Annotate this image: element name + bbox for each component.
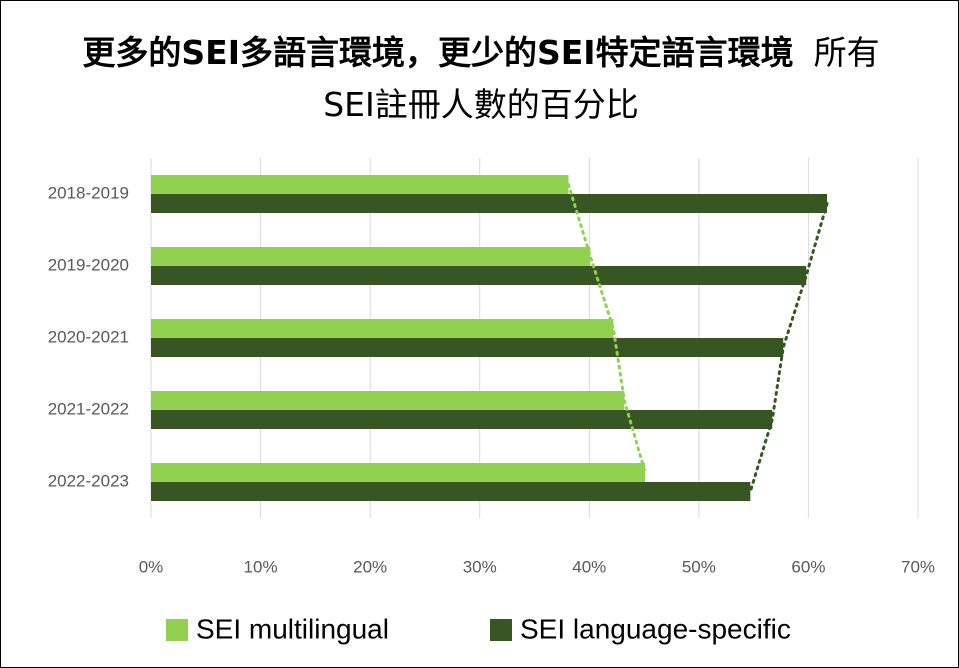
bar bbox=[151, 391, 625, 410]
x-tick-label: 60% bbox=[791, 557, 825, 576]
x-tick-label: 30% bbox=[463, 557, 497, 576]
chart-title: 更多的SEI多語言環境，更少的SEI特定語言環境 bbox=[82, 33, 794, 72]
bar bbox=[151, 194, 828, 213]
x-tick-label: 40% bbox=[572, 557, 606, 576]
chart-subtitle: 所有SEI註冊人數的百分比 bbox=[323, 33, 880, 124]
legend-swatch bbox=[490, 619, 512, 641]
trendline bbox=[748, 202, 829, 493]
y-tick-label: 2022-2023 bbox=[48, 471, 129, 490]
legend-label: SEI language-specific bbox=[520, 613, 791, 644]
y-tick-label: 2020-2021 bbox=[48, 327, 129, 346]
bar bbox=[151, 175, 569, 194]
y-tick-label: 2019-2020 bbox=[48, 255, 129, 274]
x-tick-label: 0% bbox=[139, 557, 164, 576]
x-tick-label: 20% bbox=[353, 557, 387, 576]
x-tick-label: 70% bbox=[901, 557, 935, 576]
trendline bbox=[566, 183, 647, 474]
x-tick-label: 50% bbox=[682, 557, 716, 576]
y-tick-label: 2021-2022 bbox=[48, 399, 129, 418]
legend-swatch bbox=[166, 619, 188, 641]
bar bbox=[151, 319, 614, 338]
bar bbox=[151, 410, 773, 429]
bar bbox=[151, 247, 591, 266]
bar bbox=[151, 338, 784, 357]
y-tick-label: 2018-2019 bbox=[48, 183, 129, 202]
bar bbox=[151, 463, 646, 482]
x-tick-label: 10% bbox=[244, 557, 278, 576]
bar bbox=[151, 482, 751, 501]
legend-label: SEI multilingual bbox=[196, 613, 389, 644]
bar bbox=[151, 266, 807, 285]
title-block: 更多的SEI多語言環境，更少的SEI特定語言環境 所有SEI註冊人數的百分比 bbox=[61, 27, 901, 131]
